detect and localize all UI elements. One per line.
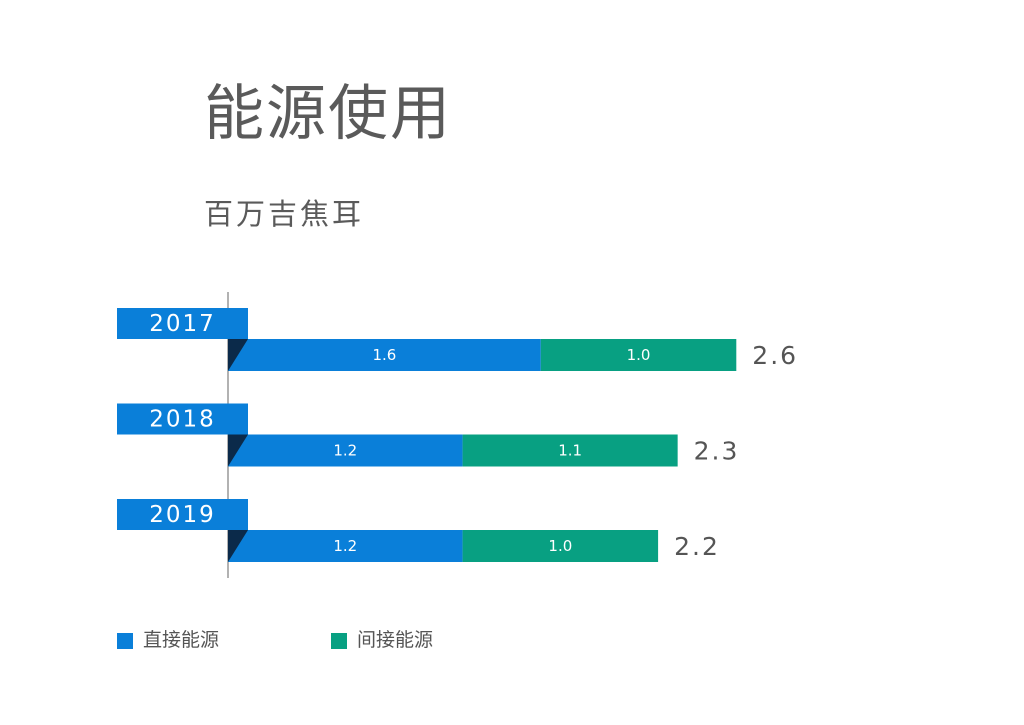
total-label-2018: 2.3 (694, 437, 740, 466)
data-label-indirect-2017: 1.0 (627, 346, 651, 364)
page-title: 能源使用 (204, 79, 452, 149)
bar-indirect-2019 (462, 530, 659, 562)
data-label-indirect-2019: 1.0 (548, 537, 572, 555)
bar-direct-2018 (228, 434, 463, 467)
chart-subtitle: 百万吉焦耳 (204, 197, 365, 231)
year-label-2019: 2019 (149, 502, 216, 528)
data-label-direct-2017: 1.6 (372, 346, 396, 364)
legend-swatch-indirect (331, 632, 347, 649)
data-label-direct-2018: 1.2 (333, 442, 357, 460)
data-label-direct-2019: 1.2 (333, 537, 357, 555)
tab-fold-2018 (228, 434, 248, 467)
bar-group-2019: 2019 1.2 1.0 2.2 (117, 499, 720, 562)
bar-group-2018: 2018 1.2 1.1 2.3 (117, 403, 740, 467)
bar-group-2017: 2017 1.6 1.0 2.6 (117, 308, 798, 371)
year-tab-2018 (117, 403, 248, 435)
bar-direct-2017 (228, 339, 541, 371)
total-label-2019: 2.2 (674, 532, 720, 561)
legend-label-indirect: 间接能源 (357, 629, 434, 651)
tab-fold-2017 (228, 339, 248, 371)
bar-direct-2019 (228, 530, 463, 562)
year-label-2017: 2017 (149, 311, 216, 337)
bar-indirect-2017 (540, 339, 737, 371)
tab-fold-2019 (228, 530, 248, 562)
year-label-2018: 2018 (149, 407, 216, 433)
legend-item-indirect: 间接能源 (331, 631, 433, 650)
data-label-indirect-2018: 1.1 (558, 442, 582, 460)
year-tab-2019 (117, 499, 248, 530)
legend-item-direct: 直接能源 (117, 631, 219, 650)
total-label-2017: 2.6 (752, 341, 798, 370)
bar-indirect-2018 (462, 434, 678, 467)
legend-label-direct: 直接能源 (143, 629, 220, 651)
year-tab-2017 (117, 308, 248, 339)
legend-swatch-direct (117, 632, 133, 649)
